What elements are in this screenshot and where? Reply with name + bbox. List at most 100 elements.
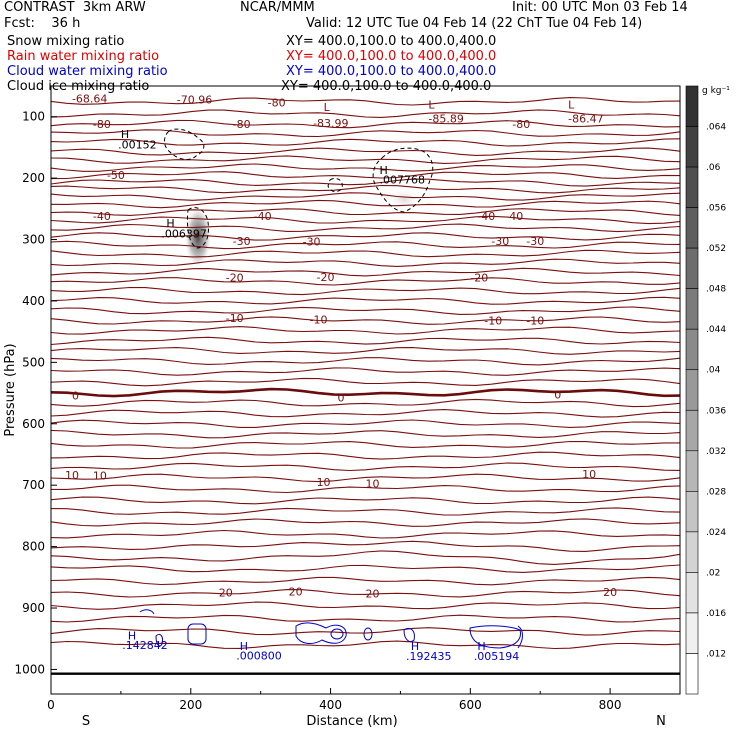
temperature-contour-line xyxy=(50,138,681,147)
temperature-contour-line xyxy=(50,347,681,355)
cloud-water-contour-2 xyxy=(155,633,163,647)
y-tick-label: 600 xyxy=(22,417,45,431)
temperature-contour-label: -50 xyxy=(107,169,125,182)
temperature-contour-label: -40 xyxy=(93,210,111,223)
colorbar-label: .064 xyxy=(706,123,726,133)
temperature-contour-line xyxy=(50,232,681,241)
extremum-label: -85.89 xyxy=(428,113,463,126)
extremum-label: .142842 xyxy=(122,639,168,652)
temperature-contour-line xyxy=(50,129,681,138)
cloud-water-contour-8 xyxy=(469,625,521,649)
temperature-contour-line xyxy=(50,451,681,460)
y-tick-label: 900 xyxy=(22,601,45,615)
cloud-water-contour-3 xyxy=(187,623,207,645)
colorbar-segment xyxy=(685,409,699,452)
y-tick-label: 400 xyxy=(22,294,45,308)
extremum-label: H xyxy=(411,640,419,653)
colorbar-label: .028 xyxy=(706,487,726,497)
temperature-contour-line xyxy=(50,277,681,286)
colorbar-label: .036 xyxy=(706,406,726,416)
temperature-contour-line xyxy=(50,357,681,366)
temperature-contour-line xyxy=(50,398,681,408)
temperature-contour-label: -20 xyxy=(470,272,488,285)
temperature-contour-line xyxy=(50,208,681,216)
field-name-cloud-water: Cloud water mixing ratio xyxy=(7,64,168,79)
temperature-contour-label: -10 xyxy=(226,312,244,325)
temperature-contour-line xyxy=(50,462,681,472)
temperature-contour-label: -20 xyxy=(226,272,244,285)
temperature-contour-line xyxy=(50,550,681,565)
temperature-contour-line xyxy=(50,119,681,129)
x-tick-label: 600 xyxy=(459,698,482,712)
colorbar-label: .016 xyxy=(706,609,726,619)
cloud-water-contours xyxy=(139,609,523,649)
south-label: S xyxy=(82,714,90,729)
temperature-contour-label: 20 xyxy=(603,586,617,599)
extremum-label: .007768 xyxy=(379,173,425,186)
temperature-contour-label: 0 xyxy=(72,390,79,403)
temperature-contour-line xyxy=(50,419,681,428)
temperature-contour-label: 10 xyxy=(317,476,331,489)
extremum-label: H xyxy=(477,640,485,653)
temperature-contour-label: -10 xyxy=(310,313,328,326)
cloud-water-contour-6 xyxy=(363,627,373,641)
temperature-contour-label: 0 xyxy=(338,391,345,404)
y-tick-label: 300 xyxy=(22,233,45,247)
temperature-contour-line xyxy=(50,507,681,516)
field-xy-snow: XY= 400.0,100.0 to 400.0,400.0 xyxy=(286,34,497,49)
temperature-contour-label: 20 xyxy=(366,587,380,600)
center-label: NCAR/MMM xyxy=(240,0,315,15)
temperature-contour-line xyxy=(50,215,681,225)
temperature-contour-line xyxy=(50,377,681,387)
temperature-contour-line xyxy=(50,184,681,194)
cloud-ice-contour-4 xyxy=(187,207,209,249)
temperature-contour-label: -80 xyxy=(93,118,111,131)
temperature-labels: -68.64 -70.96 -80-80 -80 -80-50-40 -40 -40 -40-… xyxy=(65,92,617,600)
temperature-contour-line xyxy=(50,429,681,439)
extremum-label: -86.47 xyxy=(568,113,603,126)
snow-max-shading xyxy=(184,205,212,269)
x-axis-label: Distance (km) xyxy=(306,714,397,729)
north-label: N xyxy=(656,714,666,729)
y-axis-label: Pressure (hPa) xyxy=(3,343,18,436)
temperature-contour-line xyxy=(50,614,681,623)
temperature-contour-line xyxy=(50,473,681,483)
extremum-label: .006397 xyxy=(161,227,207,240)
extremum-label: H xyxy=(128,630,136,643)
colorbar-label: .052 xyxy=(706,244,726,254)
colorbar-unit: g kg⁻¹ xyxy=(702,86,730,96)
extremum-label: .192435 xyxy=(406,650,452,663)
colorbar-segment xyxy=(685,653,699,695)
colorbar-label: .04 xyxy=(706,366,721,376)
temperature-contour-label: -30 xyxy=(491,235,509,248)
colorbar-segment xyxy=(685,126,699,168)
temperature-contour-line xyxy=(50,326,681,335)
temperature-contour-label: 20 xyxy=(289,585,303,598)
colorbar-segment xyxy=(685,247,699,289)
temperature-contour-line xyxy=(50,576,681,586)
y-tick-label: 100 xyxy=(22,110,45,124)
temperature-contour-label: 0 xyxy=(554,388,561,401)
x-tick-label: 800 xyxy=(599,698,622,712)
extremum-label: L xyxy=(428,98,435,111)
colorbar-segment xyxy=(685,491,699,533)
temperature-contour-label: -80 xyxy=(268,97,286,110)
y-tick-label: 1000 xyxy=(14,662,45,676)
temperature-contour-label: 10 xyxy=(582,468,596,481)
temperature-contour-line xyxy=(50,192,681,201)
init-time: Init: 00 UTC Mon 03 Feb 14 xyxy=(512,0,688,15)
field-xy-cloud-water: XY= 400.0,100.0 to 400.0,400.0 xyxy=(286,64,497,79)
colorbar-segment xyxy=(685,450,699,492)
colorbar-label: .02 xyxy=(706,568,720,578)
temperature-contour-label: 10 xyxy=(93,469,107,482)
extremum-label: H xyxy=(240,640,248,653)
temperature-contour-line xyxy=(50,258,681,267)
extremum-label: H xyxy=(121,128,129,141)
valid-time: Valid: 12 UTC Tue 04 Feb 14 (22 ChT Tue … xyxy=(306,16,643,31)
extrema-labels: L L L-83.99 -85.89 -86.47H.00152H.007768H.00… xyxy=(118,98,604,662)
temperature-contour-line xyxy=(50,155,681,164)
field-name-rain: Rain water mixing ratio xyxy=(7,49,160,64)
temperature-contour-label: -30 xyxy=(303,235,321,248)
